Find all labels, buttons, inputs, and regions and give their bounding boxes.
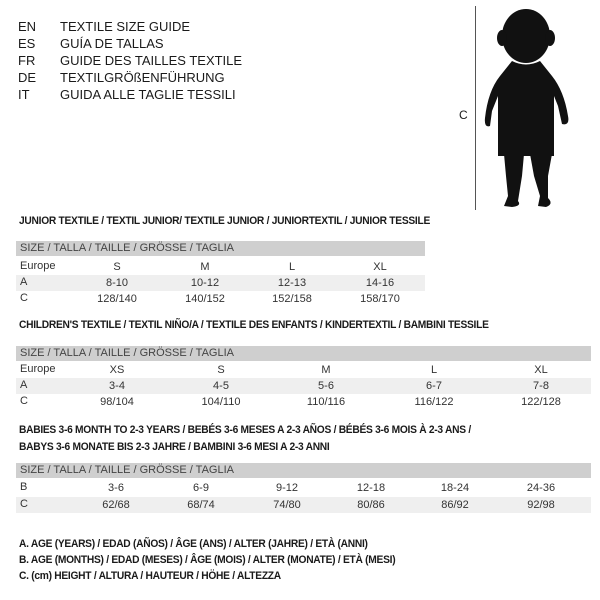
- height-measure-label: C: [459, 108, 468, 122]
- table-cell: 5-6: [318, 380, 334, 392]
- row-label: C: [20, 395, 28, 407]
- size-header-bar: SIZE / TALLA / TAILLE / GRÖSSE / TAGLIA: [16, 346, 591, 361]
- table-cell: 116/122: [414, 396, 454, 408]
- height-measure-line: [475, 6, 476, 210]
- table-cell: 152/158: [272, 293, 312, 305]
- table-title: BABIES 3-6 MONTH TO 2-3 YEARS / BEBÉS 3-…: [19, 424, 471, 436]
- table-cell: 80/86: [357, 499, 385, 511]
- table-cell: L: [430, 364, 438, 376]
- row-label: C: [20, 292, 28, 304]
- language-title: GUÍA DE TALLAS: [60, 36, 164, 51]
- table-cell: 68/74: [187, 499, 215, 511]
- legend-item: B. AGE (MONTHS) / EDAD (MESES) / ÂGE (MO…: [19, 554, 396, 566]
- table-cell: 14-16: [365, 277, 395, 289]
- table-cell: 140/152: [185, 293, 225, 305]
- row-label: A: [20, 379, 28, 391]
- size-header-bar: SIZE / TALLA / TAILLE / GRÖSSE / TAGLIA: [16, 241, 425, 256]
- row-shade: [16, 275, 425, 291]
- table-cell: XS: [109, 364, 125, 376]
- table-cell: 3-6: [108, 482, 124, 494]
- language-code: ES: [18, 36, 36, 51]
- row-label: Europe: [20, 363, 56, 375]
- table-cell: 92/98: [527, 499, 555, 511]
- language-code: IT: [18, 87, 30, 102]
- row-label: B: [20, 481, 28, 493]
- table-cell: 6-9: [193, 482, 209, 494]
- row-shade: [16, 497, 591, 513]
- row-label: A: [20, 276, 28, 288]
- table-cell: 62/68: [102, 499, 130, 511]
- language-title: TEXTILGRÖßENFÜHRUNG: [60, 70, 225, 85]
- table-cell: S: [113, 261, 121, 273]
- table-cell: 18-24: [440, 482, 470, 494]
- table-cell: M: [321, 364, 331, 376]
- table-title-line2: BABYS 3-6 MONATE BIS 2-3 JAHRE / BAMBINI…: [19, 441, 330, 453]
- language-title: TEXTILE SIZE GUIDE: [60, 19, 191, 34]
- table-cell: 98/104: [100, 396, 134, 408]
- table-cell: 4-5: [213, 380, 229, 392]
- legend-item: A. AGE (YEARS) / EDAD (AÑOS) / ÂGE (ANS)…: [19, 538, 368, 550]
- table-cell: 6-7: [426, 380, 442, 392]
- row-shade: [16, 378, 591, 394]
- legend-item: C. (cm) HEIGHT / ALTURA / HAUTEUR / HÖHE…: [19, 570, 281, 582]
- table-cell: 9-12: [275, 482, 299, 494]
- table-cell: 3-4: [109, 380, 125, 392]
- language-code: FR: [18, 53, 36, 68]
- language-code: EN: [18, 19, 37, 34]
- table-cell: S: [217, 364, 225, 376]
- size-header-bar: SIZE / TALLA / TAILLE / GRÖSSE / TAGLIA: [16, 463, 591, 478]
- table-title: CHILDREN'S TEXTILE / TEXTIL NIÑO/A / TEX…: [19, 319, 489, 331]
- table-cell: XL: [373, 261, 387, 273]
- table-cell: L: [288, 261, 296, 273]
- row-label: Europe: [20, 260, 56, 272]
- table-cell: 104/110: [201, 396, 241, 408]
- table-cell: 86/92: [441, 499, 469, 511]
- table-cell: 12-18: [356, 482, 386, 494]
- language-title: GUIDA ALLE TAGLIE TESSILI: [60, 87, 236, 102]
- table-cell: 128/140: [97, 293, 137, 305]
- table-cell: XL: [534, 364, 548, 376]
- table-cell: M: [200, 261, 210, 273]
- table-cell: 110/116: [306, 396, 346, 408]
- table-cell: 7-8: [533, 380, 549, 392]
- table-cell: 158/170: [360, 293, 400, 305]
- child-silhouette-icon: [484, 9, 569, 207]
- table-title: JUNIOR TEXTILE / TEXTIL JUNIOR/ TEXTILE …: [19, 215, 430, 227]
- table-cell: 74/80: [273, 499, 301, 511]
- table-cell: 24-36: [526, 482, 556, 494]
- table-cell: 8-10: [105, 277, 129, 289]
- language-title: GUIDE DES TAILLES TEXTILE: [60, 53, 243, 68]
- table-cell: 12-13: [277, 277, 307, 289]
- row-label: C: [20, 498, 28, 510]
- language-code: DE: [18, 70, 37, 85]
- table-cell: 10-12: [190, 277, 220, 289]
- table-cell: 122/128: [521, 396, 561, 408]
